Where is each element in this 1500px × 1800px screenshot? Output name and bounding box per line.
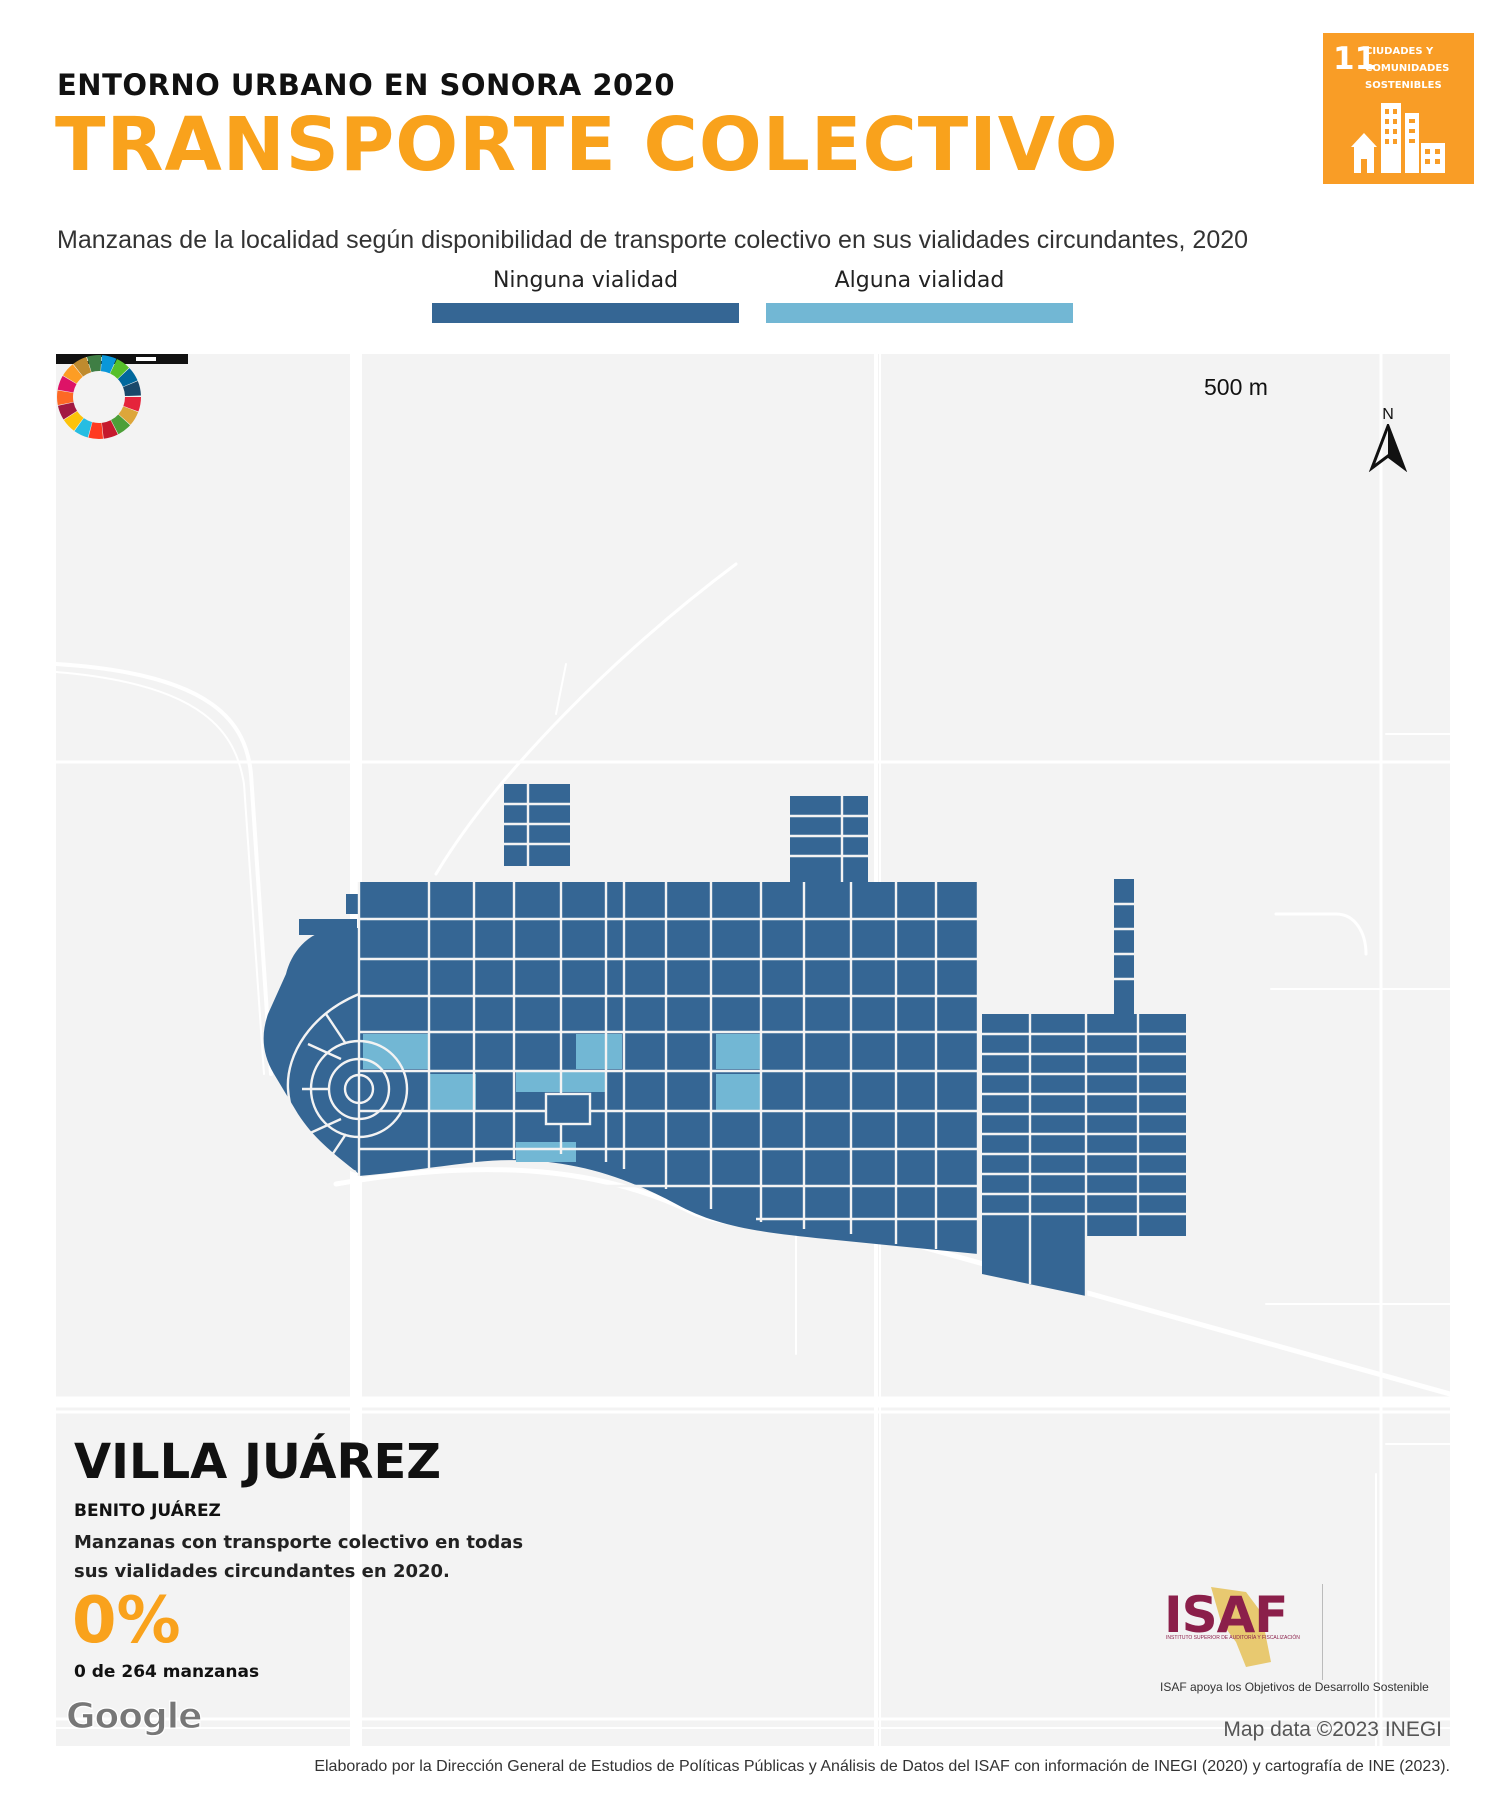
northwest-corner	[346, 894, 358, 914]
city-blocks	[263, 784, 1186, 1296]
sdg-11-badge: 11 Ciudades y comunidades sostenibles	[1323, 33, 1474, 184]
map-panel[interactable]: 500 m N VILLA JUÁREZ BENITO JUÁREZ Manza…	[56, 354, 1450, 1746]
north-arrow-icon	[1368, 424, 1408, 472]
google-logo: Google	[65, 1695, 203, 1737]
main-grid-area	[359, 882, 978, 1254]
sdg-wheel-icon	[57, 355, 141, 439]
logo-divider	[1322, 1584, 1323, 1680]
east-tower	[1114, 879, 1134, 1014]
plaza-block	[544, 1092, 592, 1126]
west-crescent-area	[263, 928, 359, 1174]
city-icon	[1351, 103, 1445, 173]
isaf-sonora-silhouette	[1211, 1587, 1271, 1667]
place-name: VILLA JUÁREZ	[74, 1434, 442, 1490]
isaf-logo: ISAF	[1164, 1586, 1288, 1644]
legend-swatch	[432, 303, 739, 323]
block-street-lines	[286, 784, 1186, 1296]
north-arrow: N	[1366, 406, 1410, 472]
legend-swatch	[766, 303, 1073, 323]
legend-item-alguna: Alguna vialidad	[766, 268, 1073, 323]
stat-percent: 0%	[72, 1584, 181, 1658]
basemap-roads	[56, 354, 1450, 1746]
municipality-name: BENITO JUÁREZ	[74, 1501, 221, 1521]
north-label: N	[1382, 406, 1394, 423]
page-title: TRANSPORTE COLECTIVO	[55, 102, 1119, 188]
isaf-subtitle: INSTITUTO SUPERIOR DE AUDITORÍA Y FISCAL…	[1166, 1635, 1300, 1641]
isaf-caption: ISAF apoya los Objetivos de Desarrollo S…	[1160, 1680, 1429, 1694]
sdg-badge-text: Ciudades y comunidades sostenibles	[1365, 46, 1450, 91]
subtitle: Manzanas de la localidad según disponibi…	[57, 226, 1249, 254]
sdg-badge-number: 11	[1333, 41, 1377, 77]
legend-label: Alguna vialidad	[834, 268, 1005, 293]
footer-credit: Elaborado por la Dirección General de Es…	[314, 1758, 1450, 1775]
map-credit: Map data ©2023 INEGI	[1223, 1718, 1442, 1741]
supertitle: ENTORNO URBANO EN SONORA 2020	[57, 68, 676, 102]
legend-label: Ninguna vialidad	[492, 268, 679, 293]
stat-description: Manzanas con transporte colectivo en tod…	[74, 1532, 524, 1582]
northwest-pocket	[340, 934, 358, 1034]
scale-label: 500 m	[1204, 374, 1268, 400]
legend-item-ninguna: Ninguna vialidad	[432, 268, 739, 323]
northwest-strip	[299, 919, 357, 935]
north-cluster-2	[790, 796, 868, 882]
stat-count: 0 de 264 manzanas	[74, 1662, 260, 1682]
